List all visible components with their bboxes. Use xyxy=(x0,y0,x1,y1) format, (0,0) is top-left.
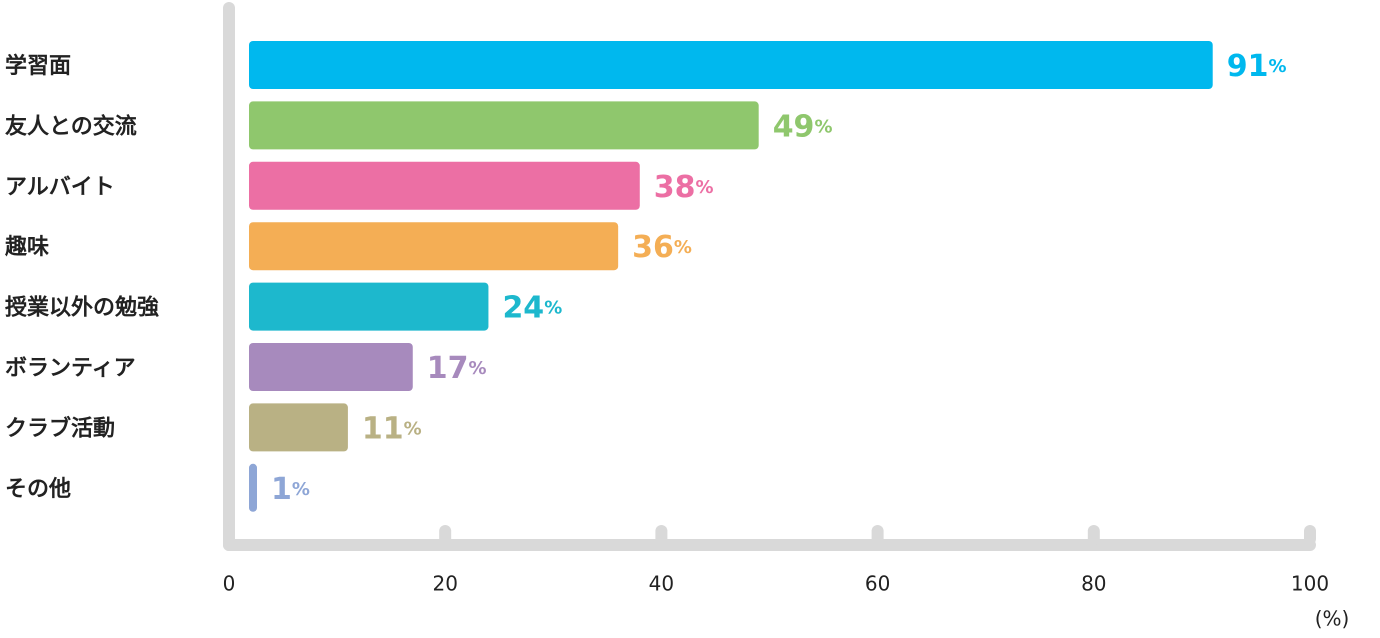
x-tick-label: 20 xyxy=(432,572,457,596)
value-label: 24% xyxy=(502,290,562,325)
x-axis-label: (%) xyxy=(1315,607,1350,631)
value-label: 1% xyxy=(271,471,310,506)
bar xyxy=(249,343,413,391)
bar xyxy=(249,161,640,210)
value-label: 11% xyxy=(362,411,422,446)
tick-mark xyxy=(1304,525,1316,545)
x-tick-label: 0 xyxy=(223,572,236,596)
category-label: その他 xyxy=(5,477,71,502)
value-label: 38% xyxy=(654,169,714,204)
category-label: 趣味 xyxy=(4,234,49,260)
bar xyxy=(249,282,489,331)
x-axis xyxy=(223,539,1316,551)
value-label: 17% xyxy=(427,351,487,386)
x-tick-label: 60 xyxy=(865,572,890,596)
x-tick-label: 80 xyxy=(1081,572,1106,596)
bar xyxy=(249,403,348,452)
bar xyxy=(249,222,619,271)
category-label: 授業以外の勉強 xyxy=(5,295,159,321)
tick-mark xyxy=(1087,525,1100,545)
bar xyxy=(249,41,1213,89)
category-label: ボランティア xyxy=(5,356,136,381)
category-label: 友人との交流 xyxy=(5,113,137,139)
bar xyxy=(249,463,257,512)
category-label: 学習面 xyxy=(5,53,71,79)
value-label: 91% xyxy=(1227,49,1287,84)
y-axis xyxy=(223,2,235,551)
x-tick-label: 100 xyxy=(1291,572,1329,596)
tick-mark xyxy=(655,525,668,545)
category-label: アルバイト xyxy=(5,175,115,200)
value-label: 36% xyxy=(632,230,692,265)
value-label: 49% xyxy=(773,109,833,144)
tick-mark xyxy=(871,525,884,545)
bar xyxy=(249,101,759,150)
x-tick-label: 40 xyxy=(649,572,674,596)
tick-mark xyxy=(223,525,235,545)
category-label: クラブ活動 xyxy=(5,415,115,441)
tick-mark xyxy=(439,525,452,545)
